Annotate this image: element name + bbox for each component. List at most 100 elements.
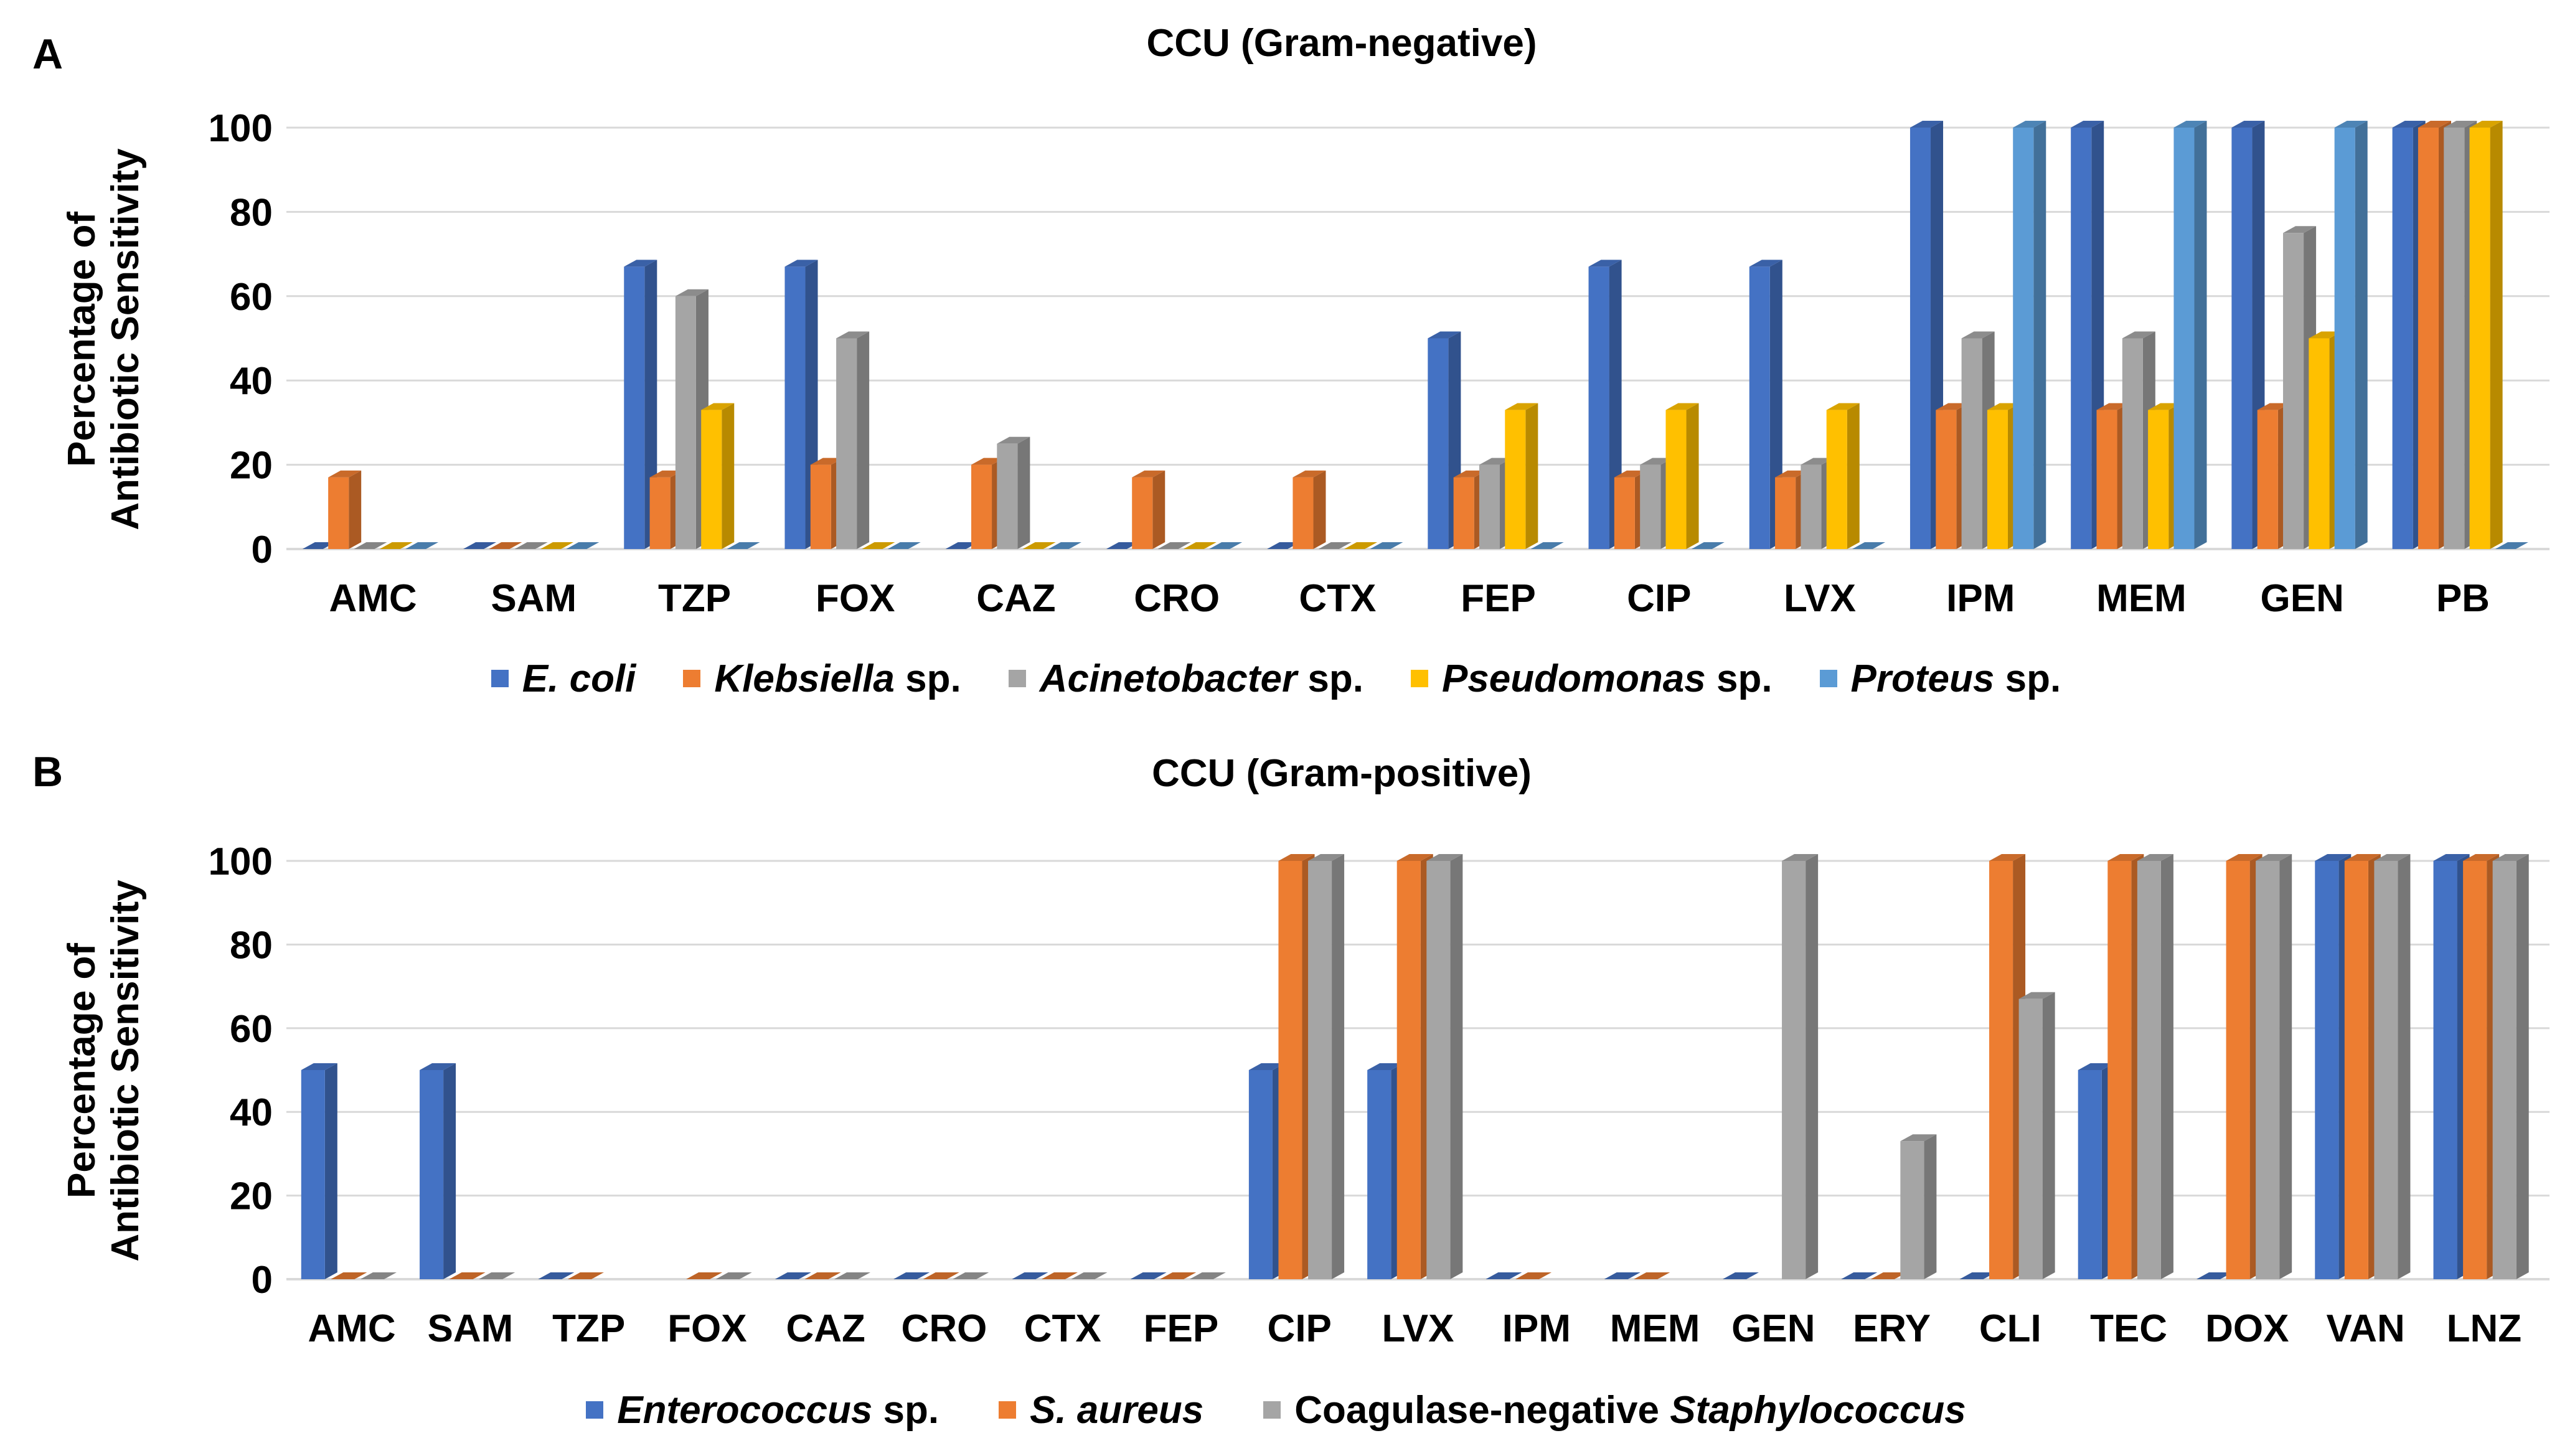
bar xyxy=(2418,128,2439,549)
x-tick-label: GEN xyxy=(2260,577,2343,620)
bar-side xyxy=(2033,121,2046,549)
bar xyxy=(2107,861,2132,1279)
bar xyxy=(2096,410,2117,549)
legend-swatch xyxy=(1819,670,1837,687)
bar-zero xyxy=(1318,542,1352,549)
bar xyxy=(2334,128,2355,549)
legend-label-suffix: sp. xyxy=(1297,657,1363,700)
bar-zero xyxy=(1267,542,1301,549)
bar-side xyxy=(2490,121,2503,549)
x-tick-label: CRO xyxy=(902,1307,987,1350)
bar xyxy=(2018,998,2043,1279)
bar-side xyxy=(2398,854,2411,1279)
bar xyxy=(649,477,671,549)
bar-top xyxy=(420,1063,456,1070)
bar xyxy=(2013,128,2034,549)
x-tick-label: TZP xyxy=(552,1307,625,1350)
bar-top xyxy=(2173,121,2207,128)
bar-side xyxy=(1847,403,1860,549)
bar-zero xyxy=(893,1272,930,1279)
bar xyxy=(1782,861,1806,1279)
bar xyxy=(701,410,722,549)
x-tick-label: CTX xyxy=(1024,1307,1101,1350)
legend-item-klebsiella: Klebsiella sp. xyxy=(683,657,961,701)
bar-zero xyxy=(1370,542,1403,549)
bar xyxy=(2309,338,2330,549)
legend-swatch xyxy=(1263,1401,1281,1419)
legend-label-italic: Staphylococcus xyxy=(1670,1388,1966,1432)
bar-side xyxy=(2355,121,2368,549)
bar-zero xyxy=(379,542,413,549)
bar-zero xyxy=(1515,1272,1552,1279)
y-tick-label: 100 xyxy=(209,107,273,150)
bar-zero xyxy=(953,1272,989,1279)
y-tick-label: 80 xyxy=(230,191,273,234)
bar-top xyxy=(2107,854,2144,861)
bar-zero xyxy=(360,1272,397,1279)
bar xyxy=(1396,861,1421,1279)
bar-top xyxy=(1428,331,1461,339)
bar-zero xyxy=(686,1272,723,1279)
bar-side xyxy=(1450,854,1463,1279)
bar xyxy=(2071,128,2092,549)
bar-top xyxy=(2137,854,2173,861)
bar xyxy=(420,1070,444,1279)
x-tick-label: GEN xyxy=(1731,1307,1815,1350)
y-tick-label: 20 xyxy=(230,1175,273,1218)
x-tick-label: CIP xyxy=(1627,577,1691,620)
bar-side xyxy=(2516,854,2529,1279)
bar-top xyxy=(2018,992,2055,999)
bar-top xyxy=(1278,854,1315,861)
legend-label-suffix: sp. xyxy=(872,1388,939,1432)
bar-zero xyxy=(1604,1272,1641,1279)
bar-zero xyxy=(1634,1272,1670,1279)
bar-zero xyxy=(862,542,895,549)
bar xyxy=(2433,861,2457,1279)
bar-zero xyxy=(1183,542,1217,549)
bar xyxy=(2315,861,2339,1279)
bar xyxy=(1453,477,1474,549)
bar-top xyxy=(624,260,657,267)
bar-top xyxy=(2469,121,2503,128)
x-tick-label: SAM xyxy=(491,577,577,620)
bar-zero xyxy=(834,1272,871,1279)
bar-side xyxy=(1525,403,1538,549)
bar xyxy=(2078,1070,2102,1279)
x-tick-label: CAZ xyxy=(976,577,1055,620)
bar-zero xyxy=(302,542,336,549)
y-tick-label: 20 xyxy=(230,444,273,487)
y-tick-label: 40 xyxy=(230,1091,273,1134)
bar-top xyxy=(971,458,1005,465)
bar-zero xyxy=(540,542,574,549)
legend-swatch xyxy=(1008,670,1026,687)
y-axis-label-a: Percentage of Antibiotic Sensitivity xyxy=(60,148,147,530)
legend-swatch xyxy=(1410,670,1428,687)
chart-title-a: CCU (Gram-negative) xyxy=(1147,22,1537,65)
bar-top xyxy=(1961,331,1995,339)
bar xyxy=(2463,861,2487,1279)
legend-swatch xyxy=(491,670,509,687)
bar xyxy=(624,266,645,549)
x-tick-label: IPM xyxy=(1502,1307,1571,1350)
x-tick-label: MEM xyxy=(2096,577,2187,620)
legend-label-suffix: sp. xyxy=(1705,657,1773,700)
legend-item-pseudomonas: Pseudomonas sp. xyxy=(1410,657,1773,701)
bar-zero xyxy=(1048,542,1081,549)
bar-zero xyxy=(1012,1272,1048,1279)
bar xyxy=(2374,861,2398,1279)
bar-zero xyxy=(887,542,921,549)
bar-zero xyxy=(715,1272,752,1279)
bar-top xyxy=(1588,260,1622,267)
legend-item-s-aureus: S. aureus xyxy=(999,1388,1203,1432)
legend-a: E. coli Klebsiella sp. Acinetobacter sp.… xyxy=(0,653,2552,704)
bar-zero xyxy=(463,542,497,549)
x-tick-label: PB xyxy=(2436,577,2490,620)
legend-label-italic: S. aureus xyxy=(1030,1388,1204,1432)
bar-zero xyxy=(1870,1272,1907,1279)
bar xyxy=(328,477,349,549)
x-tick-label: CTX xyxy=(1299,577,1376,620)
bar-top xyxy=(1614,470,1647,477)
bar-top xyxy=(1453,470,1487,477)
bar-top xyxy=(675,289,709,296)
